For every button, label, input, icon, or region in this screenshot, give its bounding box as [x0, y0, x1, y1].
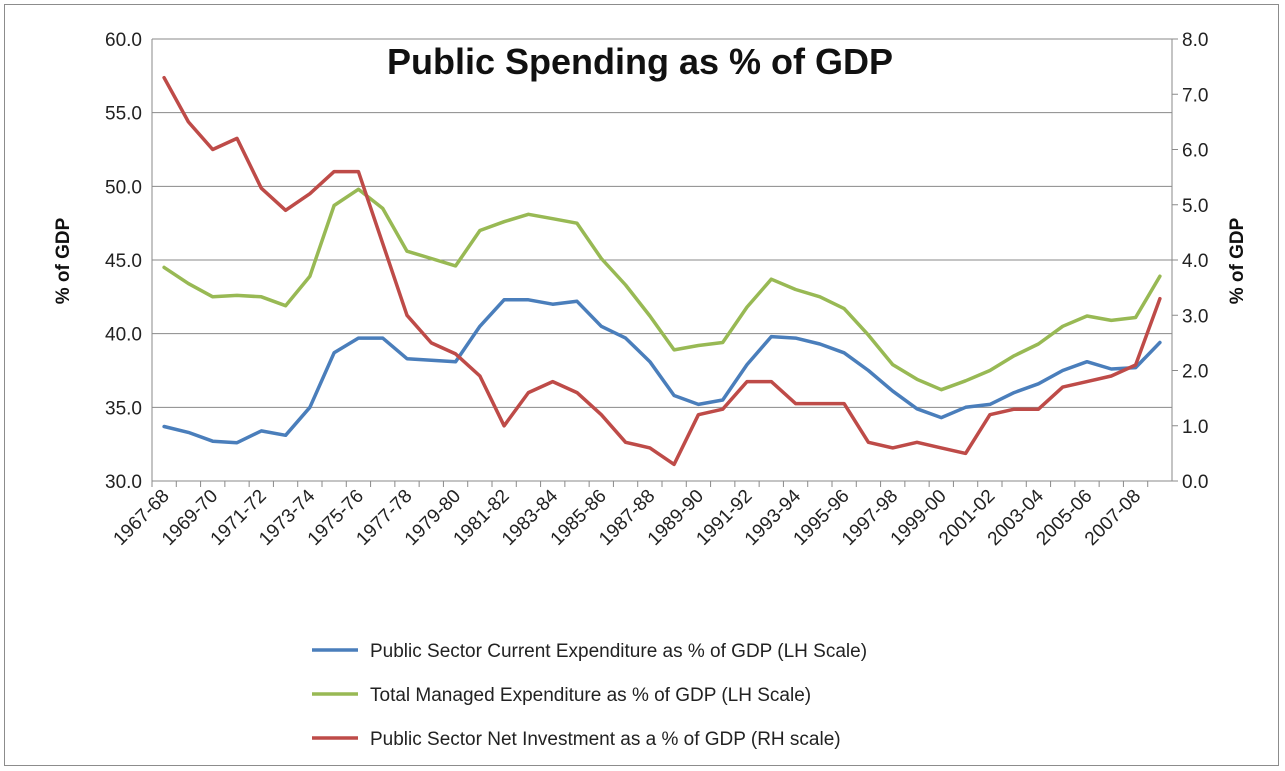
legend-label-3: Public Sector Net Investment as a % of G…: [370, 729, 841, 750]
right-tick-label: 1.0: [1182, 417, 1208, 438]
left-tick-label: 40.0: [105, 325, 142, 346]
left-axis-ticks: 30.0 35.0 40.0 45.0 50.0 55.0 60.0: [105, 30, 142, 493]
series-line-1: [162, 298, 1162, 445]
right-tick-label: 6.0: [1182, 141, 1208, 162]
right-tick-label: 4.0: [1182, 251, 1208, 272]
right-tick-label: 8.0: [1182, 30, 1208, 51]
right-tick-label: 2.0: [1182, 362, 1208, 383]
right-tick-label: 0.0: [1182, 472, 1208, 493]
left-tick-label: 30.0: [105, 472, 142, 493]
legend-label-1: Public Sector Current Expenditure as % o…: [370, 641, 867, 662]
left-tick-label: 55.0: [105, 104, 142, 125]
right-axis-ticks: 0.0 1.0 2.0 3.0 4.0 5.0 6.0 7.0 8.0: [1172, 30, 1208, 493]
left-tick-label: 35.0: [105, 398, 142, 419]
right-tick-label: 7.0: [1182, 85, 1208, 106]
left-axis-label: % of GDP: [53, 217, 74, 304]
legend-label-2: Total Managed Expenditure as % of GDP (L…: [370, 685, 811, 706]
series-line-2: [162, 187, 1162, 392]
right-tick-label: 5.0: [1182, 196, 1208, 217]
left-tick-label: 60.0: [105, 30, 142, 51]
left-tick-label: 45.0: [105, 251, 142, 272]
right-tick-label: 3.0: [1182, 306, 1208, 327]
chart-title: Public Spending as % of GDP: [387, 41, 893, 82]
x-axis-ticks: 1967-681969-701971-721973-741975-761977-…: [110, 481, 1149, 550]
series-lines: [162, 75, 1162, 467]
left-tick-label: 50.0: [105, 177, 142, 198]
right-axis-label: % of GDP: [1227, 217, 1248, 304]
series-line-3: [162, 75, 1162, 467]
legend: Public Sector Current Expenditure as % o…: [312, 641, 867, 750]
